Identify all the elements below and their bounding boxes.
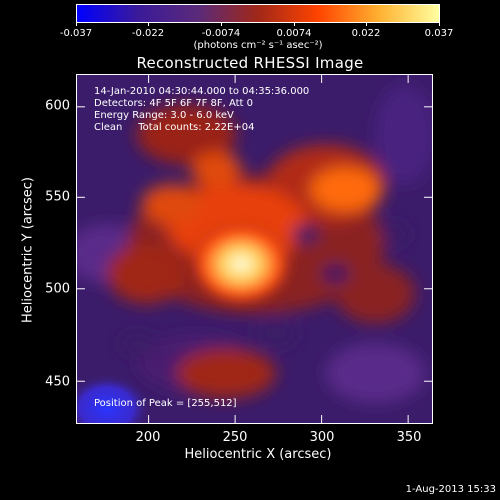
detectors-text: Detectors: 4F 5F 6F 7F 8F, Att 0: [94, 98, 254, 109]
hxr-map: [77, 75, 432, 423]
clean-counts-text: Clean Total counts: 2.22E+04: [94, 122, 255, 133]
colorbar-tick: [439, 22, 440, 26]
time-range-text: 14-Jan-2010 04:30:44.000 to 04:35:36.000: [94, 86, 310, 97]
x-tick-label: 350: [396, 430, 422, 445]
energy-range-text: Energy Range: 3.0 - 6.0 keV: [94, 110, 234, 121]
y-tick-label: 500: [45, 281, 70, 297]
colorbar-tick: [366, 22, 367, 26]
y-axis-label: Heliocentric Y (arcsec): [20, 177, 36, 323]
colorbar: [76, 4, 440, 23]
y-tick-label: 550: [45, 189, 70, 205]
solar-image: [76, 74, 433, 424]
colorbar-label: -0.037: [59, 28, 93, 39]
image-title: Reconstructed RHESSI Image: [136, 54, 364, 72]
x-axis-label: Heliocentric X (arcsec): [184, 447, 332, 462]
plot-timestamp: 1-Aug-2013 15:33: [405, 484, 496, 495]
peak-position-text: Position of Peak = [255,512]: [94, 398, 237, 409]
colorbar-tick: [76, 22, 77, 26]
colorbar-tick: [221, 22, 222, 26]
colorbar-label: -0.0074: [201, 28, 241, 39]
colorbar-label: 0.0074: [276, 28, 312, 39]
colorbar-label: 0.022: [351, 28, 381, 39]
x-tick-label: 250: [222, 430, 248, 445]
colorbar-tick: [148, 22, 149, 26]
y-tick-label: 600: [45, 98, 70, 114]
x-tick-label: 300: [309, 430, 335, 445]
colorbar-units: (photons cm⁻² s⁻¹ asec⁻²): [193, 40, 323, 51]
x-tick-label: 200: [135, 430, 161, 445]
colorbar-label: -0.022: [131, 28, 165, 39]
colorbar-tick: [294, 22, 295, 26]
colorbar-gradient: [77, 5, 439, 22]
colorbar-label: 0.037: [424, 28, 454, 39]
y-tick-label: 450: [45, 374, 70, 390]
